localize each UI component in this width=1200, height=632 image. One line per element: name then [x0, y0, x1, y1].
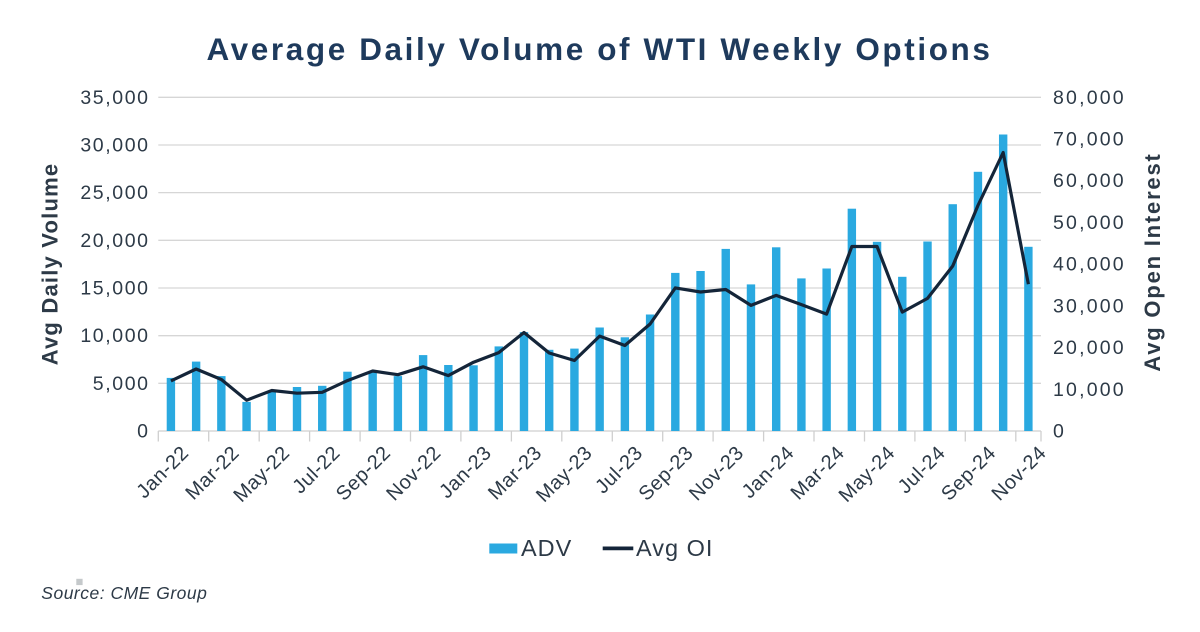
svg-text:10,000: 10,000: [80, 325, 149, 347]
svg-text:Avg Daily Volume: Avg Daily Volume: [38, 163, 63, 366]
svg-text:20,000: 20,000: [80, 230, 149, 252]
svg-text:20,000: 20,000: [1053, 337, 1126, 359]
svg-text:Source: CME Group: Source: CME Group: [41, 583, 207, 603]
svg-text:60,000: 60,000: [1053, 170, 1126, 192]
svg-text:40,000: 40,000: [1053, 254, 1126, 276]
svg-text:Avg Open Interest: Avg Open Interest: [1140, 152, 1165, 371]
svg-text:0: 0: [137, 421, 149, 443]
svg-text:5,000: 5,000: [93, 373, 150, 395]
svg-text:10,000: 10,000: [1053, 379, 1126, 401]
svg-text:30,000: 30,000: [1053, 295, 1126, 317]
svg-text:25,000: 25,000: [80, 182, 149, 204]
svg-text:15,000: 15,000: [80, 278, 149, 300]
svg-text:80,000: 80,000: [1053, 87, 1126, 109]
svg-text:ADV: ADV: [521, 535, 572, 561]
svg-text:0: 0: [1053, 421, 1066, 443]
svg-text:Average Daily Volume of WTI We: Average Daily Volume of WTI Weekly Optio…: [206, 31, 992, 67]
svg-text:Avg OI: Avg OI: [636, 535, 713, 561]
svg-text:30,000: 30,000: [80, 135, 149, 157]
svg-text:35,000: 35,000: [80, 87, 149, 109]
svg-text:70,000: 70,000: [1053, 129, 1126, 151]
svg-text:50,000: 50,000: [1053, 212, 1126, 234]
